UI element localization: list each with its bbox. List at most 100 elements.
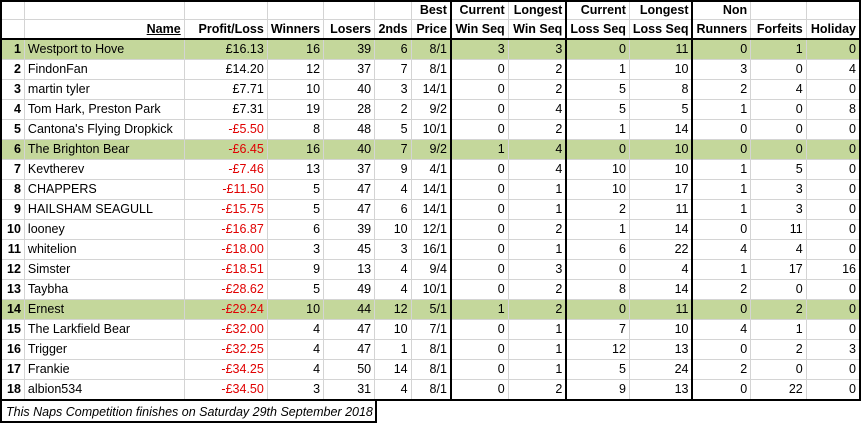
forfeits-cell: 0 (750, 99, 807, 120)
table-row: 8 CHAPPERS -£11.50 5 47 4 14/1 0 1 10 17 1 3 0 (0, 179, 861, 200)
longest-win-seq-cell: 1 (507, 359, 568, 380)
current-win-seq-cell: 3 (450, 38, 509, 60)
holiday-cell: 0 (805, 319, 861, 340)
table-row: 5 Cantona's Flying Dropkick -£5.50 8 48 5 10/1… (0, 119, 861, 140)
profit-cell: -£29.24 (183, 299, 268, 320)
holiday-cell: 3 (805, 339, 861, 360)
header-loss-seq: Loss Seq (565, 19, 630, 40)
best-price-cell: 4/1 (410, 159, 452, 180)
longest-win-seq-cell: 3 (507, 38, 568, 60)
winners-cell: 3 (266, 379, 325, 401)
longest-win-seq-cell: 2 (507, 219, 568, 240)
longest-loss-seq-cell: 10 (628, 319, 694, 340)
longest-loss-seq-cell: 14 (628, 279, 694, 300)
best-price-cell: 14/1 (410, 179, 452, 200)
best-price-cell: 16/1 (410, 239, 452, 260)
longest-loss-seq-cell: 5 (628, 99, 694, 120)
losers-cell: 39 (323, 38, 376, 60)
table-row: 18 albion534 -£34.50 3 31 4 8/1 0 2 9 13 0 22 0 (0, 379, 861, 401)
forfeits-cell: 1 (750, 319, 807, 340)
header-cell (750, 0, 807, 20)
best-price-cell: 12/1 (410, 219, 452, 240)
current-win-seq-cell: 0 (450, 379, 509, 401)
table-row: 14 Ernest -£29.24 10 44 12 5/1 1 2 0 11 0 2 0 (0, 299, 861, 320)
losers-cell: 40 (323, 79, 376, 100)
losers-cell: 28 (323, 99, 376, 120)
winners-cell: 8 (266, 119, 325, 140)
current-loss-seq-cell: 12 (565, 339, 630, 360)
naps-league-table: Best Current Longest Current Longest Non… (0, 0, 861, 401)
best-price-cell: 8/1 (410, 59, 452, 80)
profit-cell: -£18.51 (183, 259, 268, 280)
header-runners: Runners (691, 19, 752, 40)
current-win-seq-cell: 0 (450, 59, 509, 80)
seconds-cell: 2 (374, 99, 412, 120)
header-cell (374, 0, 412, 20)
seconds-cell: 7 (374, 59, 412, 80)
profit-cell: -£34.50 (183, 379, 268, 401)
non-runners-cell: 1 (691, 199, 752, 220)
header-row-bottom: Name Profit/Loss Winners Losers 2nds Pri… (0, 19, 861, 40)
name-cell: The Brighton Bear (23, 139, 185, 160)
winners-cell: 13 (266, 159, 325, 180)
rank-cell: 17 (0, 359, 25, 380)
current-win-seq-cell: 0 (450, 199, 509, 220)
non-runners-cell: 2 (691, 79, 752, 100)
rank-cell: 14 (0, 299, 25, 320)
table-row: 3 martin tyler £7.71 10 40 3 14/1 0 2 5 8 2 4 0 (0, 79, 861, 100)
losers-cell: 39 (323, 219, 376, 240)
winners-cell: 4 (266, 339, 325, 360)
longest-win-seq-cell: 1 (507, 199, 568, 220)
best-price-cell: 14/1 (410, 199, 452, 220)
best-price-cell: 7/1 (410, 319, 452, 340)
losers-cell: 47 (323, 339, 376, 360)
name-cell: Frankie (23, 359, 185, 380)
winners-cell: 10 (266, 299, 325, 320)
longest-loss-seq-cell: 8 (628, 79, 694, 100)
holiday-cell: 0 (805, 159, 861, 180)
forfeits-cell: 17 (750, 259, 807, 280)
current-win-seq-cell: 0 (450, 159, 509, 180)
header-cell (805, 0, 861, 20)
non-runners-cell: 2 (691, 359, 752, 380)
table-row: 15 The Larkfield Bear -£32.00 4 47 10 7/1 0 1 7 10… (0, 319, 861, 340)
rank-cell: 3 (0, 79, 25, 100)
header-cell (183, 0, 268, 20)
longest-win-seq-cell: 2 (507, 119, 568, 140)
forfeits-cell: 11 (750, 219, 807, 240)
longest-loss-seq-cell: 11 (628, 299, 694, 320)
rank-cell: 9 (0, 199, 25, 220)
non-runners-cell: 0 (691, 339, 752, 360)
table-row: 6 The Brighton Bear -£6.45 16 40 7 9/2 1 4 0 10 0 0 0 (0, 139, 861, 160)
holiday-cell: 0 (805, 219, 861, 240)
longest-loss-seq-cell: 11 (628, 199, 694, 220)
non-runners-cell: 0 (691, 139, 752, 160)
longest-win-seq-cell: 2 (507, 379, 568, 401)
current-win-seq-cell: 0 (450, 179, 509, 200)
profit-cell: -£28.62 (183, 279, 268, 300)
longest-win-seq-cell: 4 (507, 159, 568, 180)
holiday-cell: 16 (805, 259, 861, 280)
non-runners-cell: 1 (691, 159, 752, 180)
name-cell: Ernest (23, 299, 185, 320)
forfeits-cell: 4 (750, 239, 807, 260)
name-cell: The Larkfield Bear (23, 319, 185, 340)
winners-cell: 5 (266, 279, 325, 300)
longest-win-seq-cell: 2 (507, 59, 568, 80)
current-win-seq-cell: 0 (450, 79, 509, 100)
non-runners-cell: 4 (691, 239, 752, 260)
holiday-cell: 0 (805, 119, 861, 140)
header-forfeits: Forfeits (750, 19, 807, 40)
non-runners-cell: 2 (691, 279, 752, 300)
holiday-cell: 0 (805, 139, 861, 160)
header-longest-win: Longest (507, 0, 568, 20)
forfeits-cell: 0 (750, 119, 807, 140)
longest-loss-seq-cell: 14 (628, 119, 694, 140)
current-win-seq-cell: 1 (450, 299, 509, 320)
header-loss-seq-longest: Loss Seq (628, 19, 694, 40)
profit-cell: £14.20 (183, 59, 268, 80)
table-row: 7 Kevtherev -£7.46 13 37 9 4/1 0 4 10 10 1 5 0 (0, 159, 861, 180)
losers-cell: 37 (323, 59, 376, 80)
longest-win-seq-cell: 1 (507, 179, 568, 200)
longest-loss-seq-cell: 10 (628, 159, 694, 180)
